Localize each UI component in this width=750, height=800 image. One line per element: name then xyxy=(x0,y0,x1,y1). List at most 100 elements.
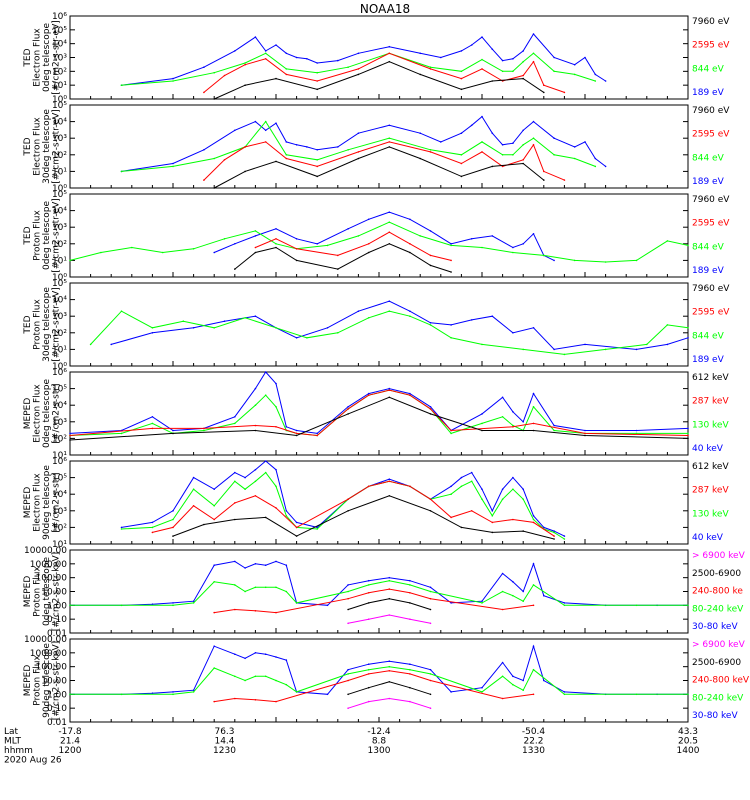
y-axis-label: TED xyxy=(23,48,33,67)
data-point xyxy=(172,693,174,696)
data-point xyxy=(532,33,535,35)
data-point xyxy=(388,495,391,497)
data-point xyxy=(347,228,349,230)
data-point xyxy=(553,348,555,351)
series-line xyxy=(234,243,452,273)
data-point xyxy=(501,165,504,168)
data-point xyxy=(635,259,638,262)
y-axis-label: 30deg telescope xyxy=(42,287,52,362)
data-point xyxy=(275,507,277,509)
x-tick-label: 8.8 xyxy=(372,737,387,747)
data-point xyxy=(347,668,349,671)
y-tick-label: 10² xyxy=(52,434,67,444)
data-point xyxy=(512,332,514,334)
legend-entry: 7960 eV xyxy=(692,195,730,205)
data-point xyxy=(409,673,411,675)
y-axis-label: TED xyxy=(23,137,33,156)
data-point xyxy=(584,434,586,437)
data-point xyxy=(409,251,411,254)
data-point xyxy=(172,77,174,80)
data-point xyxy=(285,590,288,593)
data-point xyxy=(367,592,370,594)
data-point xyxy=(347,693,349,696)
y-tick-label: 10¹ xyxy=(52,540,67,550)
data-point xyxy=(481,151,483,153)
legend-entry: 7960 eV xyxy=(692,284,730,294)
data-point xyxy=(512,675,514,678)
data-point xyxy=(512,411,514,413)
data-point xyxy=(213,157,215,160)
data-point xyxy=(347,590,349,593)
legend-entry: 844 eV xyxy=(692,242,725,252)
data-point xyxy=(460,50,463,52)
data-point xyxy=(481,422,483,425)
data-point xyxy=(481,600,483,602)
data-point xyxy=(543,91,545,94)
data-point xyxy=(254,652,257,654)
data-point xyxy=(584,343,586,346)
x-tick-label: -17.8 xyxy=(58,727,82,737)
data-point xyxy=(522,129,524,132)
data-point xyxy=(687,693,689,696)
y-tick-label: 10.00 xyxy=(41,588,67,598)
data-point xyxy=(604,348,607,351)
y-tick-label: 10³ xyxy=(52,312,67,322)
y-axis-label: [#/cm2-s-str] xyxy=(52,383,62,443)
x-axis-row-label: MLT xyxy=(4,737,22,747)
data-point xyxy=(337,146,339,148)
data-point xyxy=(347,584,349,586)
y-axis-label: 90deg telescope xyxy=(42,465,52,540)
data-point xyxy=(543,179,545,181)
data-point xyxy=(563,353,566,356)
data-point xyxy=(367,663,370,665)
data-point xyxy=(285,141,288,143)
data-point xyxy=(409,315,411,318)
data-point xyxy=(481,141,483,143)
data-point xyxy=(563,691,566,693)
data-point xyxy=(460,162,463,165)
data-point xyxy=(223,159,226,161)
data-point xyxy=(635,693,638,696)
data-point xyxy=(275,160,277,163)
data-point xyxy=(522,162,524,165)
data-point xyxy=(429,408,432,410)
data-point xyxy=(295,526,298,529)
legend-entry: 2500-6900 xyxy=(692,658,741,668)
x-tick-label: -12.4 xyxy=(367,727,391,737)
y-axis-label: Electron Flux xyxy=(33,28,43,87)
data-point xyxy=(213,251,215,254)
data-point xyxy=(264,653,267,655)
data-point xyxy=(429,322,432,324)
data-point xyxy=(388,60,391,63)
data-point xyxy=(687,244,689,247)
y-tick-label: 10³ xyxy=(52,418,67,428)
y-tick-label: 10⁵ xyxy=(52,474,67,484)
data-point xyxy=(234,518,236,521)
data-point xyxy=(316,528,319,530)
data-point xyxy=(512,154,514,156)
data-point xyxy=(450,259,452,262)
data-point xyxy=(409,602,411,604)
y-axis-label: [#/cm2-s-str-eV] xyxy=(52,109,62,184)
y-tick-label: 1000.00 xyxy=(30,649,67,659)
series-line xyxy=(172,495,555,540)
data-point xyxy=(501,59,504,62)
data-point xyxy=(244,63,246,66)
data-point xyxy=(264,471,267,474)
data-point xyxy=(285,154,288,156)
data-point xyxy=(573,73,576,76)
x-axis: Lat -17.8 76.3 -12.4 -50.4 43.3 MLT 21.4 14.4 8.8… xyxy=(4,727,700,766)
data-point xyxy=(234,608,236,611)
data-point xyxy=(367,602,370,604)
data-point xyxy=(234,502,236,504)
data-point xyxy=(573,259,576,262)
y-tick-label: 10000.00 xyxy=(24,635,67,645)
data-point xyxy=(316,165,319,168)
data-point xyxy=(151,422,154,425)
data-point xyxy=(295,429,298,432)
data-point xyxy=(532,429,535,432)
data-point xyxy=(388,52,391,55)
data-point xyxy=(326,604,329,607)
data-point xyxy=(264,460,267,462)
y-tick-label: 10³ xyxy=(52,223,67,233)
